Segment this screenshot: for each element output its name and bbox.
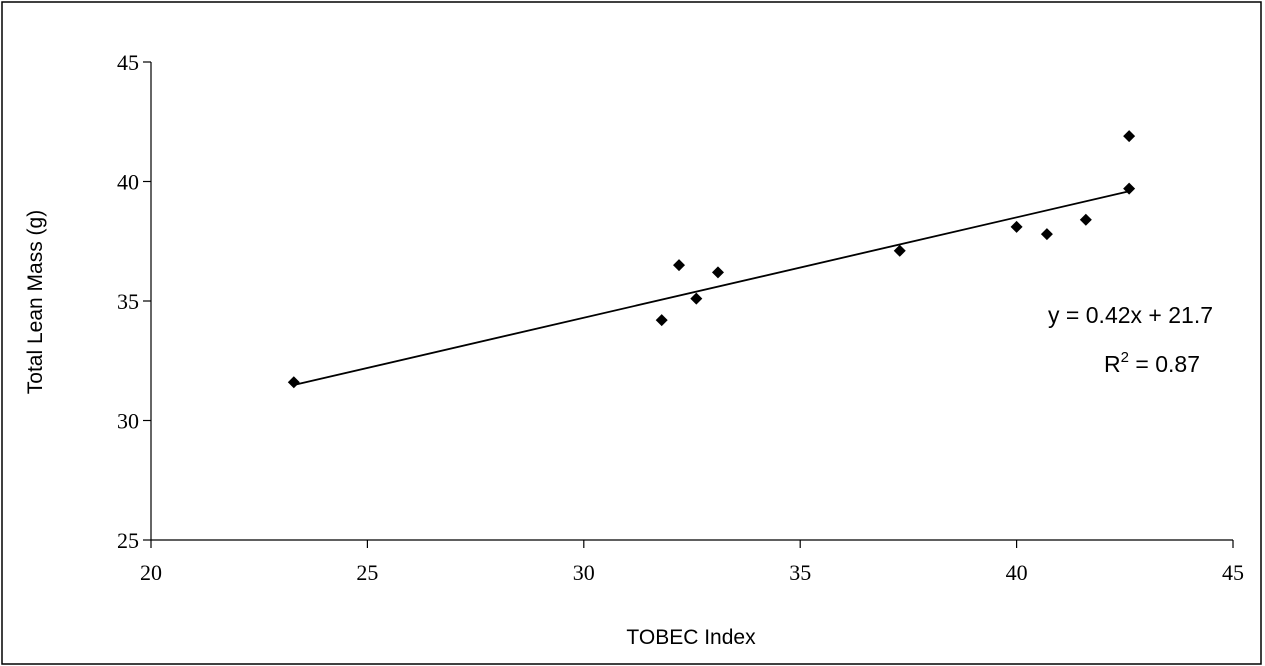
y-ticks: 25 30 35 40 45 <box>117 50 151 553</box>
x-tick-label: 30 <box>573 560 595 585</box>
axes <box>150 62 1233 541</box>
x-ticks: 20 25 30 35 40 45 <box>140 540 1244 585</box>
y-tick-label: 45 <box>117 50 139 75</box>
r-squared-label: R2 = 0.87 <box>1104 349 1200 377</box>
x-tick-label: 35 <box>789 560 811 585</box>
x-tick-label: 25 <box>356 560 378 585</box>
data-point <box>711 266 724 279</box>
y-tick-label: 40 <box>117 170 139 195</box>
r-squared-value: = 0.87 <box>1129 351 1200 377</box>
data-point <box>1010 220 1023 233</box>
y-tick-label: 25 <box>117 528 139 553</box>
data-point <box>287 376 300 389</box>
x-tick-label: 45 <box>1222 560 1244 585</box>
r-squared-superscript: 2 <box>1121 349 1129 366</box>
trendline <box>293 190 1130 386</box>
trendline-equation: y = 0.42x + 21.7 <box>1048 302 1213 328</box>
data-point <box>655 314 668 327</box>
data-point <box>1123 182 1136 195</box>
data-point <box>1040 228 1053 241</box>
data-point <box>893 244 906 257</box>
data-point <box>1079 213 1092 226</box>
x-axis-title: TOBEC Index <box>626 626 756 649</box>
data-points <box>287 130 1136 389</box>
y-tick-label: 30 <box>117 409 139 434</box>
data-point <box>673 259 686 272</box>
x-tick-label: 40 <box>1006 560 1028 585</box>
r-squared-prefix: R <box>1104 351 1121 377</box>
data-point <box>690 292 703 305</box>
y-axis-title: Total Lean Mass (g) <box>24 210 47 394</box>
x-tick-label: 20 <box>140 560 162 585</box>
data-point <box>1123 130 1136 143</box>
y-tick-label: 35 <box>117 289 139 314</box>
